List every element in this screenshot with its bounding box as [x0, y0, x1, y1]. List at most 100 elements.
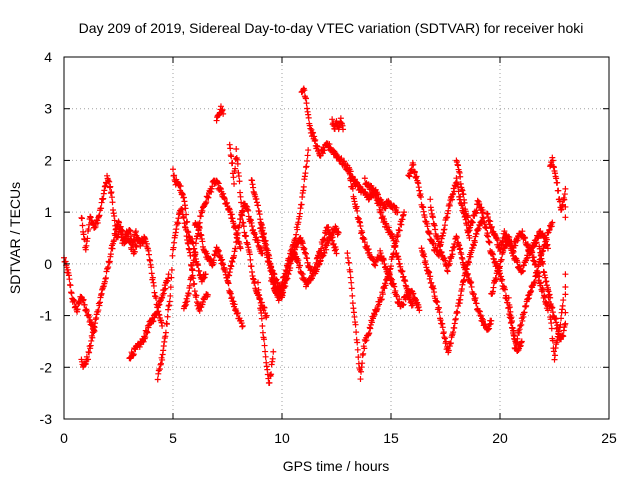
data-point	[158, 360, 165, 367]
data-point	[108, 189, 115, 196]
data-point	[390, 237, 397, 244]
data-point	[355, 354, 362, 361]
data-point	[562, 271, 569, 278]
data-point	[434, 298, 441, 305]
data-point	[215, 180, 222, 187]
y-tick-label: -3	[40, 411, 53, 427]
data-point	[305, 147, 312, 154]
data-point	[270, 348, 277, 355]
y-tick-label: 0	[44, 256, 52, 272]
data-point	[507, 308, 514, 315]
data-point	[88, 337, 95, 344]
data-point	[454, 309, 461, 316]
data-point	[310, 129, 317, 136]
data-point	[153, 295, 160, 302]
data-point	[295, 257, 302, 264]
data-point	[154, 309, 161, 316]
data-point	[298, 201, 305, 208]
data-point	[90, 329, 97, 336]
data-point	[335, 229, 342, 236]
chart-title: Day 209 of 2019, Sidereal Day-to-day VTE…	[79, 20, 584, 36]
data-point	[498, 256, 505, 263]
data-point	[325, 240, 332, 247]
data-point	[427, 273, 434, 280]
data-point	[368, 319, 375, 326]
data-point	[319, 150, 326, 157]
data-point	[347, 274, 354, 281]
data-point	[220, 110, 227, 117]
data-point	[393, 293, 400, 300]
data-point	[455, 188, 462, 195]
data-point	[74, 306, 81, 313]
data-point	[394, 209, 401, 216]
data-point	[409, 302, 416, 309]
data-point	[269, 355, 276, 362]
data-point	[469, 219, 476, 226]
data-point	[452, 315, 459, 322]
data-point	[357, 223, 364, 230]
data-point	[284, 267, 291, 274]
data-point	[142, 334, 149, 341]
data-point	[562, 320, 569, 327]
data-point	[87, 214, 94, 221]
data-point	[550, 348, 557, 355]
data-point	[392, 243, 399, 250]
data-point	[424, 223, 431, 230]
data-point	[81, 301, 88, 308]
data-point	[446, 260, 453, 267]
data-point	[171, 239, 178, 246]
data-point	[256, 296, 263, 303]
data-point	[505, 294, 512, 301]
data-point	[210, 257, 217, 264]
data-point	[410, 290, 417, 297]
data-point	[228, 153, 235, 160]
data-point	[266, 379, 273, 386]
data-point	[149, 274, 156, 281]
x-tick-label: 0	[60, 430, 68, 446]
data-point	[318, 245, 325, 252]
data-point	[229, 160, 236, 167]
data-point	[401, 209, 408, 216]
x-tick-label: 20	[492, 430, 508, 446]
data-point	[501, 286, 508, 293]
data-point	[533, 239, 540, 246]
data-point	[303, 163, 310, 170]
data-point	[312, 136, 319, 143]
data-point	[549, 157, 556, 164]
data-point	[196, 307, 203, 314]
data-point	[150, 318, 157, 325]
data-point	[519, 317, 526, 324]
data-point	[553, 319, 560, 326]
data-point	[251, 231, 258, 238]
data-point	[231, 301, 238, 308]
data-point	[501, 228, 508, 235]
data-point	[214, 179, 221, 186]
data-point	[512, 345, 519, 352]
data-point	[258, 310, 265, 317]
data-point	[255, 286, 262, 293]
data-point	[84, 356, 91, 363]
data-point	[183, 301, 190, 308]
data-point	[388, 263, 394, 270]
data-point	[203, 250, 210, 257]
y-tick-label: -1	[40, 308, 53, 324]
data-point	[96, 212, 103, 219]
data-point	[378, 209, 385, 216]
data-point	[466, 235, 473, 241]
data-point	[154, 376, 161, 383]
data-point	[262, 348, 269, 355]
data-point	[543, 299, 550, 306]
data-point	[94, 219, 101, 226]
data-point	[349, 185, 356, 192]
data-point	[377, 250, 384, 257]
data-point	[130, 351, 137, 358]
data-point	[255, 279, 262, 286]
data-point	[177, 183, 184, 190]
data-point	[258, 315, 265, 322]
data-point	[296, 262, 303, 269]
data-point	[150, 282, 157, 289]
data-point	[302, 170, 309, 177]
data-point	[562, 291, 569, 298]
data-point	[558, 315, 565, 322]
data-point	[480, 316, 487, 323]
